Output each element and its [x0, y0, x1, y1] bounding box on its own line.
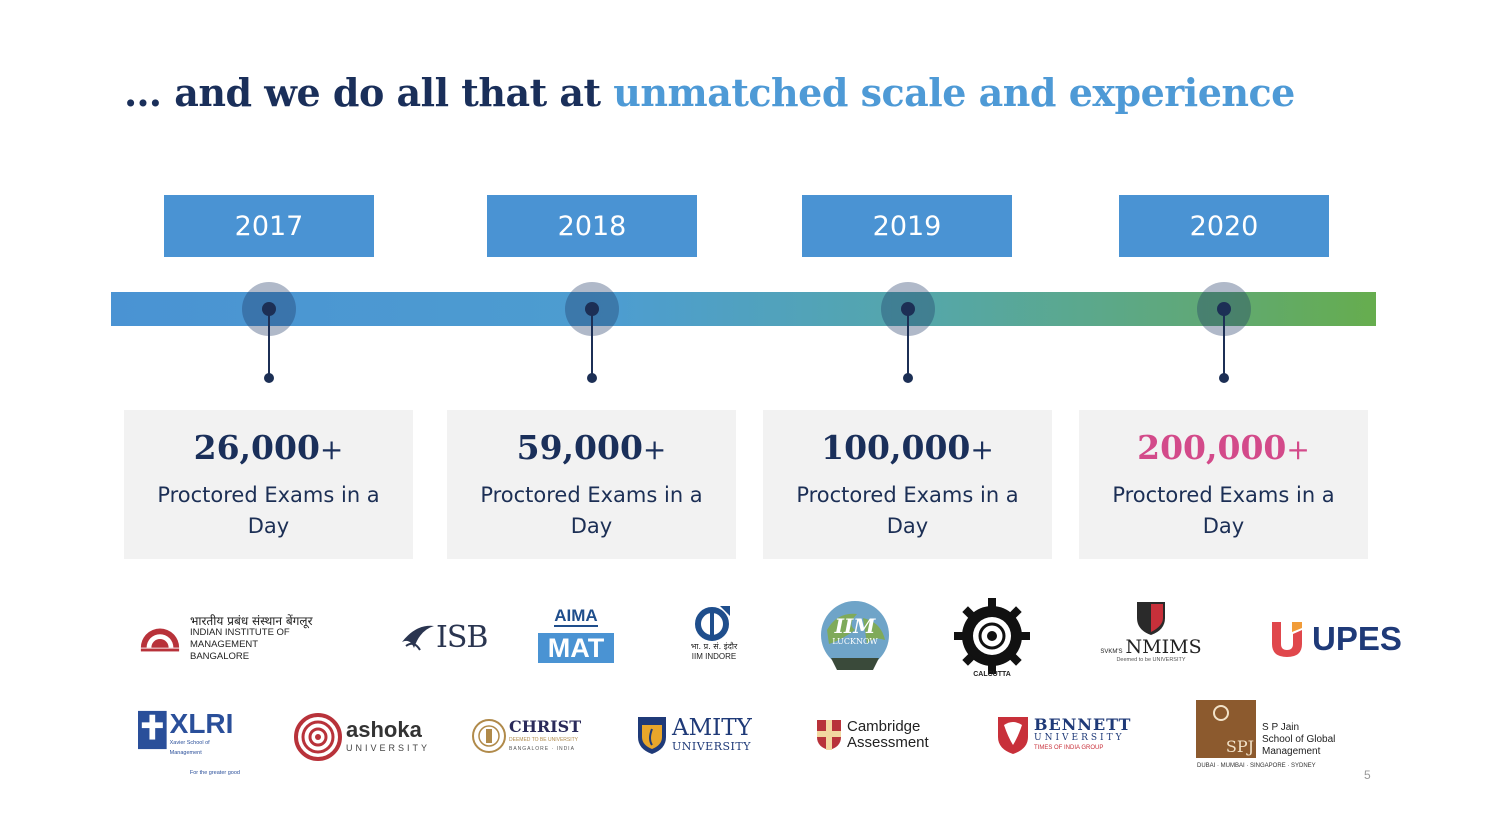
stat-description: Proctored Exams in a Day [796, 483, 1019, 538]
iim-indore-emblem-icon [695, 606, 730, 641]
logo-isb: ISB [400, 617, 488, 657]
title-lead: … and we do all that at [124, 70, 614, 115]
amity-shield-icon [638, 717, 666, 754]
upes-mark-icon [1272, 622, 1302, 657]
stat-card-2020: 200,000+ Proctored Exams in a Day [1079, 410, 1368, 559]
ashoka-wheel-icon [294, 713, 342, 761]
logo-amity: AMITY UNIVERSITY [636, 714, 752, 756]
stat-description: Proctored Exams in a Day [480, 483, 703, 538]
title-accent: unmatched scale and experience [613, 70, 1295, 115]
stat-description: Proctored Exams in a Day [1112, 483, 1335, 538]
logo-cambridge-assessment: Cambridge Assessment [816, 718, 929, 752]
stat-card-2017: 26,000+ Proctored Exams in a Day [124, 410, 413, 559]
christ-emblem-icon [472, 719, 506, 753]
nmims-shield-icon [1137, 602, 1165, 635]
slide-title: … and we do all that at unmatched scale … [124, 70, 1295, 115]
logo-upes: UPES [1270, 619, 1402, 659]
logo-iim-lucknow: IIM LUCKNOW [817, 600, 893, 674]
logo-iim-bangalore: भारतीय प्रबंध संस्थान बेंगलूर INDIAN INS… [138, 615, 353, 663]
stat-card-2019: 100,000+ Proctored Exams in a Day [763, 410, 1052, 559]
stat-card-2018: 59,000+ Proctored Exams in a Day [447, 410, 736, 559]
iim-lucknow-globe-icon [821, 601, 889, 670]
isb-swoosh-icon [402, 625, 434, 651]
stat-value: 59,000+ [516, 428, 667, 467]
logo-xlri: XLRI Xavier School of Management For the… [138, 710, 240, 776]
year-label-2020: 2020 [1119, 195, 1329, 257]
year-label-2019: 2019 [802, 195, 1012, 257]
stat-value: 200,000+ [1137, 428, 1310, 467]
logo-iim-calcutta: CALCUTTA [950, 597, 1034, 678]
year-label-2018: 2018 [487, 195, 697, 257]
logo-nmims: SVKM'S NMIMS Deemed to be UNIVERSITY [1100, 600, 1202, 663]
logo-iim-indore: भा. प्र. सं. इंदौर IIM INDORE [690, 602, 738, 662]
logo-bennett: BENNETT UNIVERSITY TIMES OF INDIA GROUP [996, 714, 1131, 756]
logo-christ: CHRIST DEEMED TO BE UNIVERSITY BANGALORE… [472, 716, 581, 756]
year-label-2017: 2017 [164, 195, 374, 257]
stat-value: 26,000+ [193, 428, 344, 467]
iim-calcutta-gear-icon [954, 598, 1030, 674]
iimb-emblem-icon [140, 628, 180, 652]
timeline-bar [111, 292, 1376, 326]
cambridge-shield-icon [817, 720, 841, 750]
logo-sp-jain: SPJ S P Jain School of Global Management… [1196, 700, 1356, 772]
page-number: 5 [1364, 768, 1371, 782]
xlri-crest-icon [138, 710, 167, 750]
logo-aima-mat: AIMA MAT [538, 606, 614, 663]
stat-value: 100,000+ [821, 428, 994, 467]
sp-jain-mark-icon: SPJ [1196, 700, 1256, 758]
bennett-crest-icon [998, 717, 1028, 754]
logo-ashoka: ashoka UNIVERSITY [294, 712, 430, 762]
stat-description: Proctored Exams in a Day [157, 483, 380, 538]
